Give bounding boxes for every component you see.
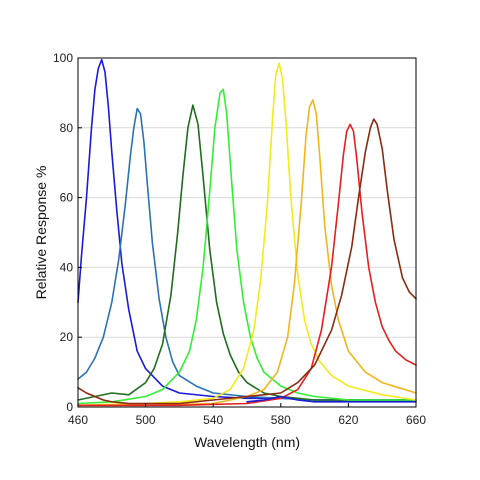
y-tick-label: 40 <box>60 260 74 274</box>
series-line-8 <box>77 118 417 405</box>
x-tick-label: 500 <box>136 413 156 427</box>
y-tick-label: 20 <box>60 330 74 344</box>
y-axis-label: Relative Response % <box>33 166 49 300</box>
series-line-1 <box>77 58 417 401</box>
x-axis-label: Wavelength (nm) <box>194 434 300 450</box>
series-line-6 <box>77 99 417 407</box>
y-tick-label: 100 <box>53 51 73 65</box>
series-line-7 <box>77 123 417 407</box>
y-tick-label: 80 <box>60 121 74 135</box>
series-line-9 <box>246 395 417 403</box>
plot-frame <box>77 57 417 408</box>
y-tick-label: 0 <box>66 400 73 414</box>
x-tick-label: 660 <box>406 413 426 427</box>
x-tick-label: 580 <box>271 413 291 427</box>
x-tick-label: 620 <box>338 413 358 427</box>
y-tick-label: 60 <box>60 191 74 205</box>
y-axis-ticks: 0 20 40 60 80 100 <box>53 51 82 414</box>
x-axis-ticks: 460 500 540 580 620 660 <box>68 403 426 427</box>
series-line-4 <box>77 88 417 405</box>
series-line-3 <box>77 104 417 401</box>
series-lines <box>77 58 417 407</box>
x-tick-label: 460 <box>68 413 88 427</box>
x-tick-label: 540 <box>203 413 223 427</box>
series-line-5 <box>77 62 417 407</box>
